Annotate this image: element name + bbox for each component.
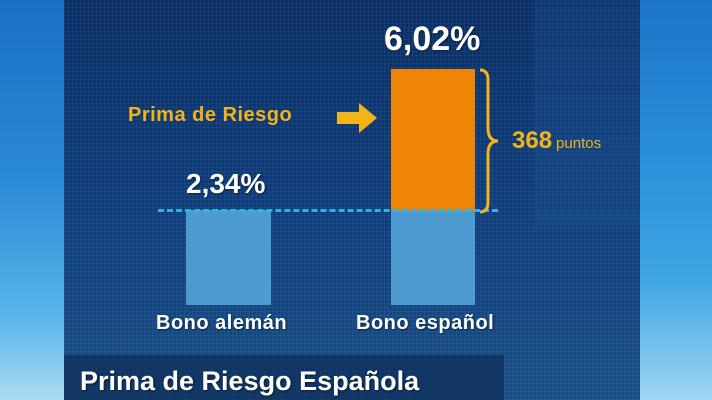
- panel-shade: [534, 0, 640, 230]
- category-label-spanish: Bono español: [356, 312, 495, 334]
- brace-icon: [479, 68, 499, 214]
- baseline-dashed-line: [158, 209, 498, 212]
- value-label-spanish-bond: 6,02%: [384, 20, 481, 58]
- background-right: [640, 0, 712, 400]
- chart-title: Prima de Riesgo Española: [80, 366, 420, 396]
- category-label-german: Bono alemán: [156, 312, 288, 334]
- spread-unit: puntos: [556, 135, 602, 152]
- chart-panel: [64, 0, 640, 400]
- bar-spanish-premium: [391, 69, 475, 211]
- title-band: [64, 355, 504, 400]
- premium-label: Prima de Riesgo: [128, 104, 293, 126]
- spread-annotation: 368 puntos: [512, 127, 601, 155]
- bar-spanish-base: [391, 211, 475, 305]
- value-label-german-bond: 2,34%: [186, 168, 266, 199]
- bar-german-bond: [186, 210, 271, 305]
- arrow-right-icon: [337, 103, 377, 133]
- spread-value: 368: [512, 127, 553, 154]
